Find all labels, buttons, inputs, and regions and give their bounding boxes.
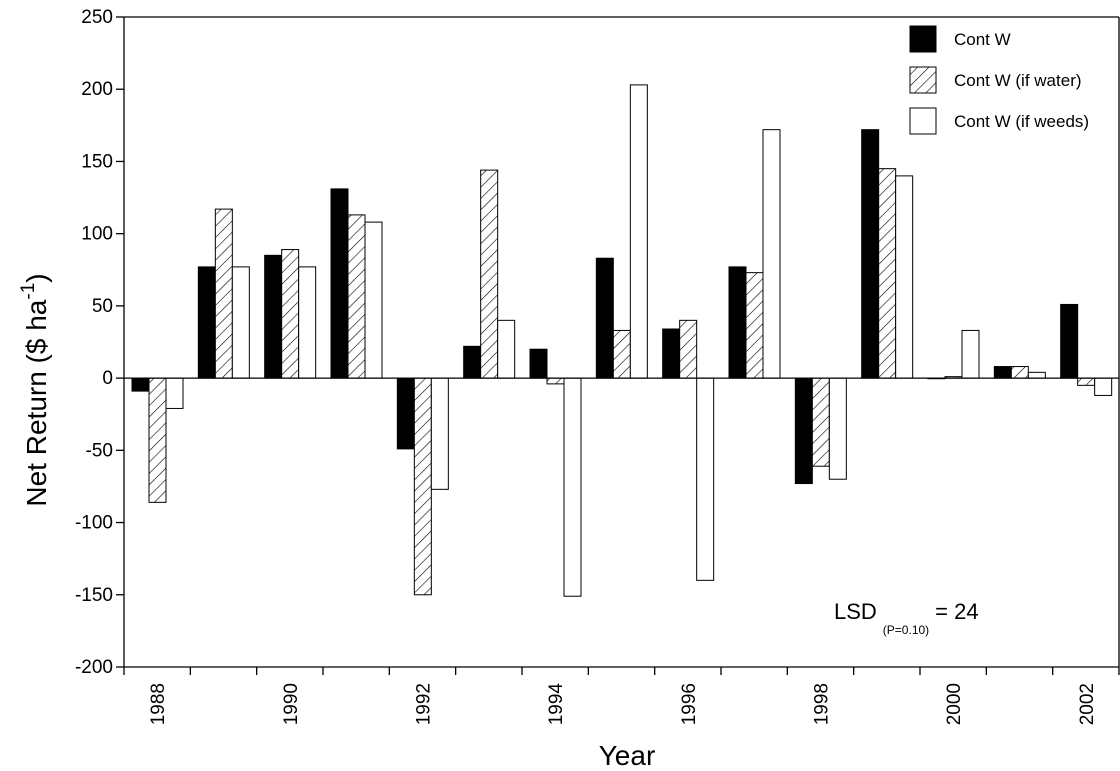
bar-open-1999 [895,175,914,379]
bar-open-1990 [298,266,317,379]
y-axis-title: Net Return ($ ha-1) [18,273,52,506]
y-tick-label: 150 [81,151,113,172]
legend: Cont W Cont W (if water) Cont W (if weeds) [909,25,1089,135]
x-tick-label: 1990 [281,683,302,725]
bar-open-2000 [961,329,980,379]
lsd-annotation-subscript: (P=0.10) [883,623,929,637]
bar-open-1988 [165,377,184,409]
bar-open-1996 [696,377,715,581]
bar-hatched-1991 [347,214,366,379]
bar-hatched-1994 [546,377,565,385]
x-tick-label: 1998 [812,683,833,725]
x-tick-label: 2000 [944,683,965,725]
bar-solid-1988 [131,377,150,392]
bar-solid-1991 [330,188,349,379]
y-axis: -200 -150 -100 -50 0 50 100 150 200 250 [75,7,124,678]
x-axis-title: Year [599,740,656,771]
bar-open-1998 [828,377,847,480]
x-tick-label: 1994 [546,683,567,726]
bar-solid-2002 [1060,303,1079,379]
y-tick-label: 0 [102,368,113,389]
bar-open-1995 [629,84,648,379]
y-tick-label: -50 [86,440,113,461]
bars [131,84,1113,597]
bar-hatched-2001 [1010,366,1029,379]
bar-solid-1990 [264,254,283,379]
bar-hatched-1993 [480,169,499,379]
y-tick-label: -100 [75,513,113,534]
y-tick-label: 200 [81,79,113,100]
bar-hatched-2002 [1077,377,1096,386]
bar-open-1989 [231,266,250,379]
bar-hatched-1998 [811,377,830,467]
bar-solid-1992 [396,377,415,450]
x-tick-label: 1996 [679,683,700,725]
bar-solid-2001 [993,366,1012,379]
legend-swatch-open [909,107,937,135]
bar-solid-1989 [197,266,216,379]
bar-hatched-1999 [878,168,897,379]
y-tick-label: 100 [81,224,113,245]
legend-label: Cont W (if weeds) [954,112,1089,131]
bar-solid-1996 [662,328,681,379]
x-axis: 1988 1990 1992 1994 1996 1998 2000 2002 [123,667,1120,726]
bar-open-1994 [563,377,582,597]
bar-hatched-1997 [745,272,764,379]
legend-swatch-hatched [909,66,937,94]
legend-label: Cont W [954,30,1011,49]
y-axis-title-suffix: ) [21,273,52,282]
bar-solid-1999 [861,129,880,379]
bar-hatched-1988 [148,377,167,503]
x-tick-label: 2002 [1077,683,1098,725]
bar-open-2002 [1094,377,1113,396]
legend-swatch-solid [909,25,937,53]
bar-open-1991 [364,221,383,379]
y-axis-title-superscript: -1 [18,283,39,300]
bar-open-2001 [1027,371,1046,379]
bar-open-1992 [430,377,449,490]
y-tick-label: -150 [75,585,113,606]
bar-hatched-1992 [413,377,432,596]
lsd-annotation-main: LSD [834,599,877,624]
bar-open-1997 [762,129,781,379]
bar-solid-1997 [728,266,747,379]
bar-hatched-1996 [679,319,698,379]
lsd-annotation: LSD (P=0.10) = 24 [834,599,979,637]
bar-open-1993 [497,319,516,379]
lsd-annotation-value: = 24 [935,599,978,624]
x-tick-label: 1988 [148,683,169,725]
legend-label: Cont W (if water) [954,71,1082,90]
bar-hatched-1995 [612,329,631,379]
bar-solid-1998 [794,377,813,485]
y-axis-title-main: Net Return ($ ha [21,299,52,506]
bar-hatched-1990 [281,249,300,379]
x-tick-label: 1992 [414,683,435,725]
bar-hatched-1989 [214,208,233,379]
y-tick-label: 50 [92,296,113,317]
y-tick-label: -200 [75,657,113,678]
bar-solid-1994 [529,348,548,379]
bar-solid-1995 [595,257,614,379]
y-tick-label: 250 [81,7,113,28]
bar-solid-1993 [463,345,482,379]
plot-frame [123,16,1120,668]
